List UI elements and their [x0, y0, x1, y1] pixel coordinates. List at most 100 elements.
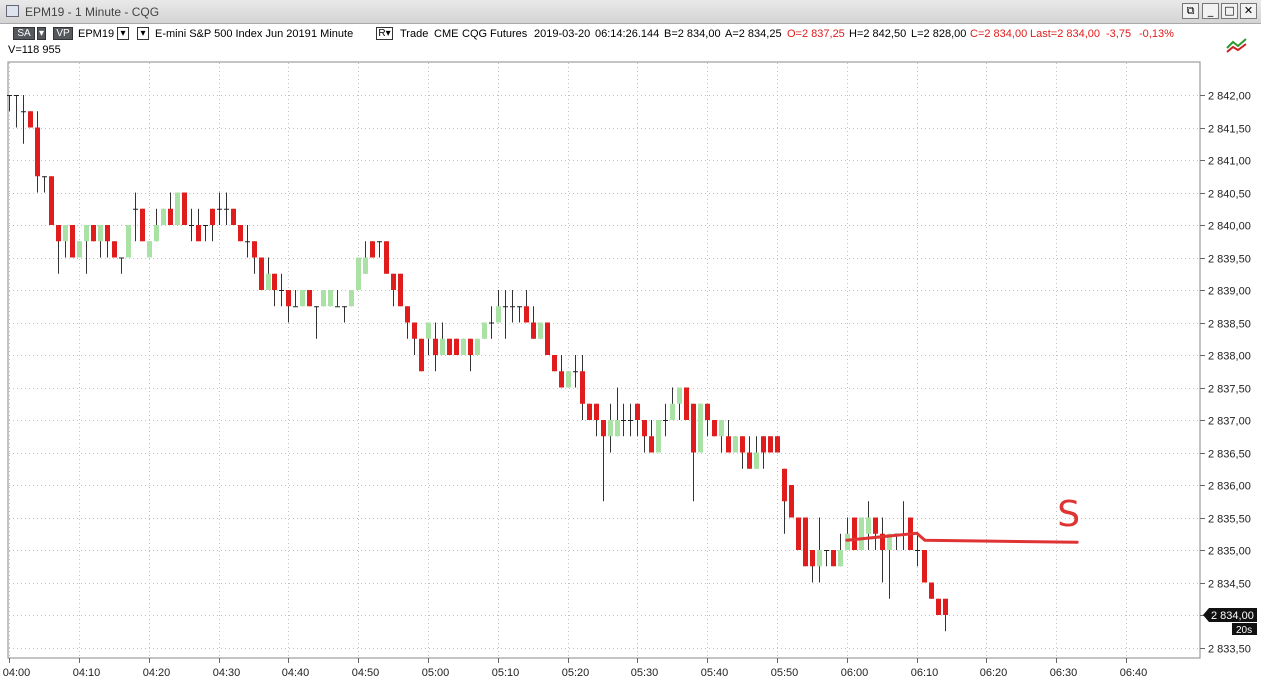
x-tick-label: 04:00 — [3, 667, 31, 679]
instrument-description: E-mini S&P 500 Index Jun 2019 — [155, 28, 311, 40]
candle-body — [740, 436, 745, 453]
candle-body — [838, 550, 843, 567]
y-tick-label: 2 839,00 — [1208, 286, 1251, 298]
candle-body — [496, 306, 501, 323]
candle-body — [461, 338, 466, 355]
candle-body — [531, 322, 536, 339]
price-axis[interactable]: 2 833,50 2 834,00 2 834,50 2 835,00 2 835,50… — [1200, 91, 1257, 656]
annotation: S — [845, 494, 1080, 544]
candle-body — [454, 338, 459, 355]
y-tick-label: 2 842,00 — [1208, 91, 1251, 103]
x-tick-label: 05:40 — [701, 667, 729, 679]
candle-body — [196, 225, 201, 242]
y-tick-label: 2 833,50 — [1208, 644, 1251, 656]
candle-body — [112, 241, 117, 258]
close-window-button[interactable]: ✕ — [1240, 3, 1257, 19]
x-tick-label: 06:10 — [911, 667, 939, 679]
net-change: -3,75 — [1106, 28, 1132, 40]
provider-label: CQG — [462, 28, 488, 40]
title-bar: EPM19 - 1 Minute - CQG ⧉ _ □ ✕ — [0, 0, 1261, 24]
x-tick-label: 05:00 — [422, 667, 450, 679]
sa-dropdown-button[interactable]: ▾ — [37, 27, 46, 40]
last-price-marker — [1203, 608, 1257, 622]
candle-body — [635, 403, 640, 420]
annotation-letter: S — [1057, 494, 1080, 535]
candle-body — [538, 322, 543, 339]
minimize-window-button[interactable]: _ — [1202, 3, 1219, 19]
candle-body — [615, 420, 620, 437]
x-tick-label: 06:40 — [1120, 667, 1148, 679]
candle-body — [754, 452, 759, 469]
candle-body — [649, 436, 654, 453]
candle-body — [328, 290, 333, 307]
candle-body — [936, 598, 941, 615]
candle-body — [705, 403, 710, 420]
candle-body — [91, 225, 96, 242]
trade-label: Trade — [400, 28, 429, 40]
candle-body — [712, 420, 717, 437]
candle-body — [356, 257, 361, 290]
chart-trend-icon[interactable] — [1226, 36, 1248, 54]
open-price: O=2 837,25 — [787, 28, 845, 40]
candle-body — [482, 322, 487, 339]
x-tick-label: 04:30 — [213, 667, 241, 679]
ask-price: A=2 834,25 — [725, 28, 782, 40]
candle-body — [140, 208, 145, 242]
candle-body — [796, 517, 801, 550]
candle-body — [272, 273, 277, 290]
candle-body — [175, 192, 180, 225]
candle-body — [566, 371, 571, 388]
restore-window-button[interactable]: ⧉ — [1182, 3, 1199, 19]
candle-body — [231, 208, 236, 225]
candle-body — [126, 225, 131, 258]
y-tick-label: 2 836,00 — [1208, 481, 1251, 493]
time-axis[interactable]: 04:00 04:10 04:20 04:30 04:40 04:50 05:00 05:10… — [3, 658, 1148, 679]
candle-body — [580, 371, 585, 404]
y-tick-label: 2 837,50 — [1208, 384, 1251, 396]
candle-body — [656, 420, 661, 453]
candle-body — [468, 338, 473, 355]
annotation-line — [845, 531, 1079, 544]
symbol-dropdown-button[interactable]: ▾ — [117, 27, 129, 40]
candle-body — [161, 208, 166, 225]
y-tick-label: 2 841,00 — [1208, 156, 1251, 168]
candle-body — [475, 338, 480, 355]
candle-body — [845, 533, 850, 550]
candle-body — [601, 420, 606, 437]
candle-body — [880, 533, 885, 550]
sa-button[interactable]: SA — [13, 27, 35, 40]
bar-timer-label: 20s — [1236, 625, 1252, 636]
y-tick-label: 2 841,50 — [1208, 124, 1251, 136]
candle-body — [35, 127, 40, 177]
candle-body — [768, 436, 773, 453]
candle-body — [98, 225, 103, 242]
candle-body — [719, 420, 724, 437]
x-tick-label: 04:40 — [282, 667, 310, 679]
y-tick-label: 2 836,50 — [1208, 449, 1251, 461]
candle-body — [810, 550, 815, 567]
x-tick-label: 06:30 — [1050, 667, 1078, 679]
vp-button[interactable]: VP — [53, 27, 73, 40]
instrument-kind-label: Futures — [490, 28, 528, 40]
candle-body — [300, 290, 305, 307]
y-tick-label: 2 835,00 — [1208, 546, 1251, 558]
quote-time: 06:14:26.144 — [595, 28, 660, 40]
candle-body — [691, 403, 696, 453]
bid-price: B=2 834,00 — [664, 28, 721, 40]
candle-body — [84, 225, 89, 242]
candle-body — [747, 452, 752, 469]
candle-body — [28, 111, 33, 128]
candle-body — [782, 468, 787, 502]
description-dropdown-button[interactable]: ▾ — [137, 27, 149, 40]
x-tick-label: 05:50 — [771, 667, 799, 679]
maximize-window-button[interactable]: □ — [1221, 3, 1238, 19]
candle-body — [943, 598, 948, 615]
candle-body — [440, 338, 445, 355]
r-dropdown-button[interactable]: R▾ — [376, 27, 393, 40]
candle-body — [524, 306, 529, 323]
candle-body — [831, 550, 836, 567]
quote-date: 2019-03-20 — [534, 28, 591, 40]
candle-body — [210, 208, 215, 225]
symbol-label: EPM19 — [78, 28, 115, 40]
